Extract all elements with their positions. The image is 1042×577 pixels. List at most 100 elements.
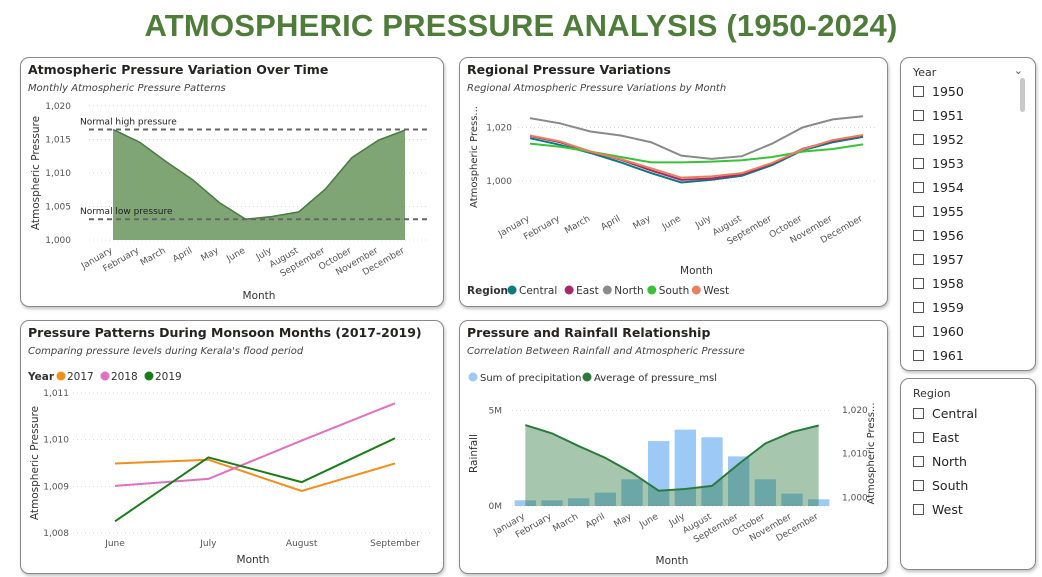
rainfall-chart-card[interactable]: 0M 5M 1,000 1,010 1,020 January February March A… (459, 320, 888, 574)
area-fill (113, 129, 405, 240)
y-tick-label: 1,011 (43, 389, 69, 399)
x-tick-label: April (599, 214, 622, 233)
checkbox[interactable] (913, 407, 924, 419)
year-option-label: 1950 (932, 83, 964, 99)
pressure-area (525, 425, 819, 506)
legend-label: 2019 (155, 371, 182, 383)
checkbox[interactable] (913, 455, 924, 467)
year-option-label: 1951 (932, 107, 964, 123)
y-tick-label: 1,020 (45, 102, 71, 112)
precip-bar (621, 479, 643, 506)
x-tick-label: July (693, 214, 713, 232)
checkbox[interactable] (913, 431, 924, 443)
precip-bar (808, 499, 830, 506)
series-line-west (529, 134, 864, 179)
x-tick-label: March (551, 512, 580, 534)
year-option[interactable]: 1952 (913, 129, 964, 149)
checkbox[interactable] (913, 85, 924, 97)
regional-chart-subtitle: Regional Atmospheric Pressure Variations… (467, 83, 727, 94)
checkbox[interactable] (913, 325, 924, 337)
region-option[interactable]: North (913, 451, 967, 471)
year-option[interactable]: 1959 (913, 297, 964, 317)
region-option-label: West (932, 501, 963, 517)
precip-bar (781, 493, 803, 506)
year-option-label: 1959 (932, 299, 964, 315)
y-tick-label: 1,009 (43, 482, 69, 492)
region-option[interactable]: East (913, 427, 959, 447)
legend-label: 2018 (111, 371, 138, 383)
region-option[interactable]: West (913, 499, 963, 519)
chevron-down-icon[interactable]: ⌄ (1013, 64, 1023, 77)
year-option[interactable]: 1958 (913, 273, 964, 293)
checkbox[interactable] (913, 277, 924, 289)
checkbox[interactable] (913, 479, 924, 491)
region-option-label: North (932, 453, 967, 469)
year-option-label: 1953 (932, 155, 964, 171)
legend-label: Sum of precipitation (480, 373, 581, 384)
monsoon-chart-card[interactable]: 1,008 1,009 1,010 1,011 June July August Septem… (20, 320, 444, 574)
year-option[interactable]: 1957 (913, 249, 964, 269)
year-option[interactable]: 1956 (913, 225, 964, 245)
variation-chart-card[interactable]: 1,000 1,005 1,010 1,015 1,020 Normal high pre… (20, 57, 444, 307)
checkbox[interactable] (913, 503, 924, 515)
x-tick-label: April (584, 512, 607, 531)
year-slicer[interactable]: Year ⌄ 1950 1951 1952 1953 1954 1955 1956 1957 1… (900, 57, 1036, 371)
monsoon-chart-subtitle: Comparing pressure levels during Kerala'… (28, 346, 304, 357)
y-tick-label: 1,015 (45, 136, 71, 146)
year-option[interactable]: 1951 (913, 105, 964, 125)
x-tick-label: May (631, 214, 653, 232)
precip-bar (594, 492, 616, 506)
checkbox[interactable] (913, 229, 924, 241)
y-tick-label: 1,008 (43, 529, 69, 539)
year-option-label: 1961 (932, 347, 964, 363)
checkbox[interactable] (913, 349, 924, 361)
checkbox[interactable] (913, 301, 924, 313)
checkbox[interactable] (913, 205, 924, 217)
x-tick-label: March (139, 246, 168, 268)
year-slicer-title: Year (913, 66, 937, 79)
precip-bar (541, 500, 563, 506)
x-axis-label: Month (656, 555, 689, 567)
checkbox[interactable] (913, 181, 924, 193)
variation-chart: 1,000 1,005 1,010 1,015 1,020 Normal high pre… (30, 102, 429, 302)
year-option-label: 1954 (932, 179, 964, 195)
year-option-label: 1960 (932, 323, 964, 339)
precip-bar (514, 500, 536, 506)
regional-chart-card[interactable]: 1,000 1,020 January February March April May Ju… (459, 57, 888, 307)
x-tick-label: April (171, 246, 194, 265)
region-slicer-title: Region (913, 387, 951, 400)
region-option[interactable]: Central (913, 403, 978, 423)
region-option[interactable]: South (913, 475, 968, 495)
year-option[interactable]: 1961 (913, 345, 964, 365)
y-tick-label-right: 1,020 (842, 406, 868, 416)
page-title: ATMOSPHERIC PRESSURE ANALYSIS (1950-2024… (144, 8, 898, 43)
legend-marker (144, 371, 154, 381)
checkbox[interactable] (913, 109, 924, 121)
series-line-2017 (114, 458, 396, 493)
y-tick-label-right: 1,010 (842, 450, 868, 460)
year-slicer-scrollbar[interactable] (1020, 78, 1025, 112)
x-tick-label: May (200, 246, 222, 264)
checkbox[interactable] (913, 133, 924, 145)
x-tick-label: June (660, 214, 683, 233)
year-option[interactable]: 1960 (913, 321, 964, 341)
x-tick-label: June (224, 246, 247, 265)
precip-bar (568, 498, 590, 506)
y-tick-label: 1,020 (486, 123, 512, 133)
checkbox[interactable] (913, 253, 924, 265)
year-option[interactable]: 1953 (913, 153, 964, 173)
year-option[interactable]: 1955 (913, 201, 964, 221)
legend-label: Central (519, 285, 557, 297)
y-tick-label: 1,010 (45, 169, 71, 179)
reference-line-label: Normal low pressure (80, 207, 173, 217)
year-option[interactable]: 1954 (913, 177, 964, 197)
x-tick-label: June (104, 539, 125, 549)
region-option-label: South (932, 477, 969, 493)
precip-bar (674, 429, 696, 506)
region-slicer[interactable]: Region Central East North South West (900, 378, 1036, 570)
variation-chart-subtitle: Monthly Atmospheric Pressure Patterns (28, 83, 226, 94)
checkbox[interactable] (913, 157, 924, 169)
year-option[interactable]: 1950 (913, 81, 964, 101)
